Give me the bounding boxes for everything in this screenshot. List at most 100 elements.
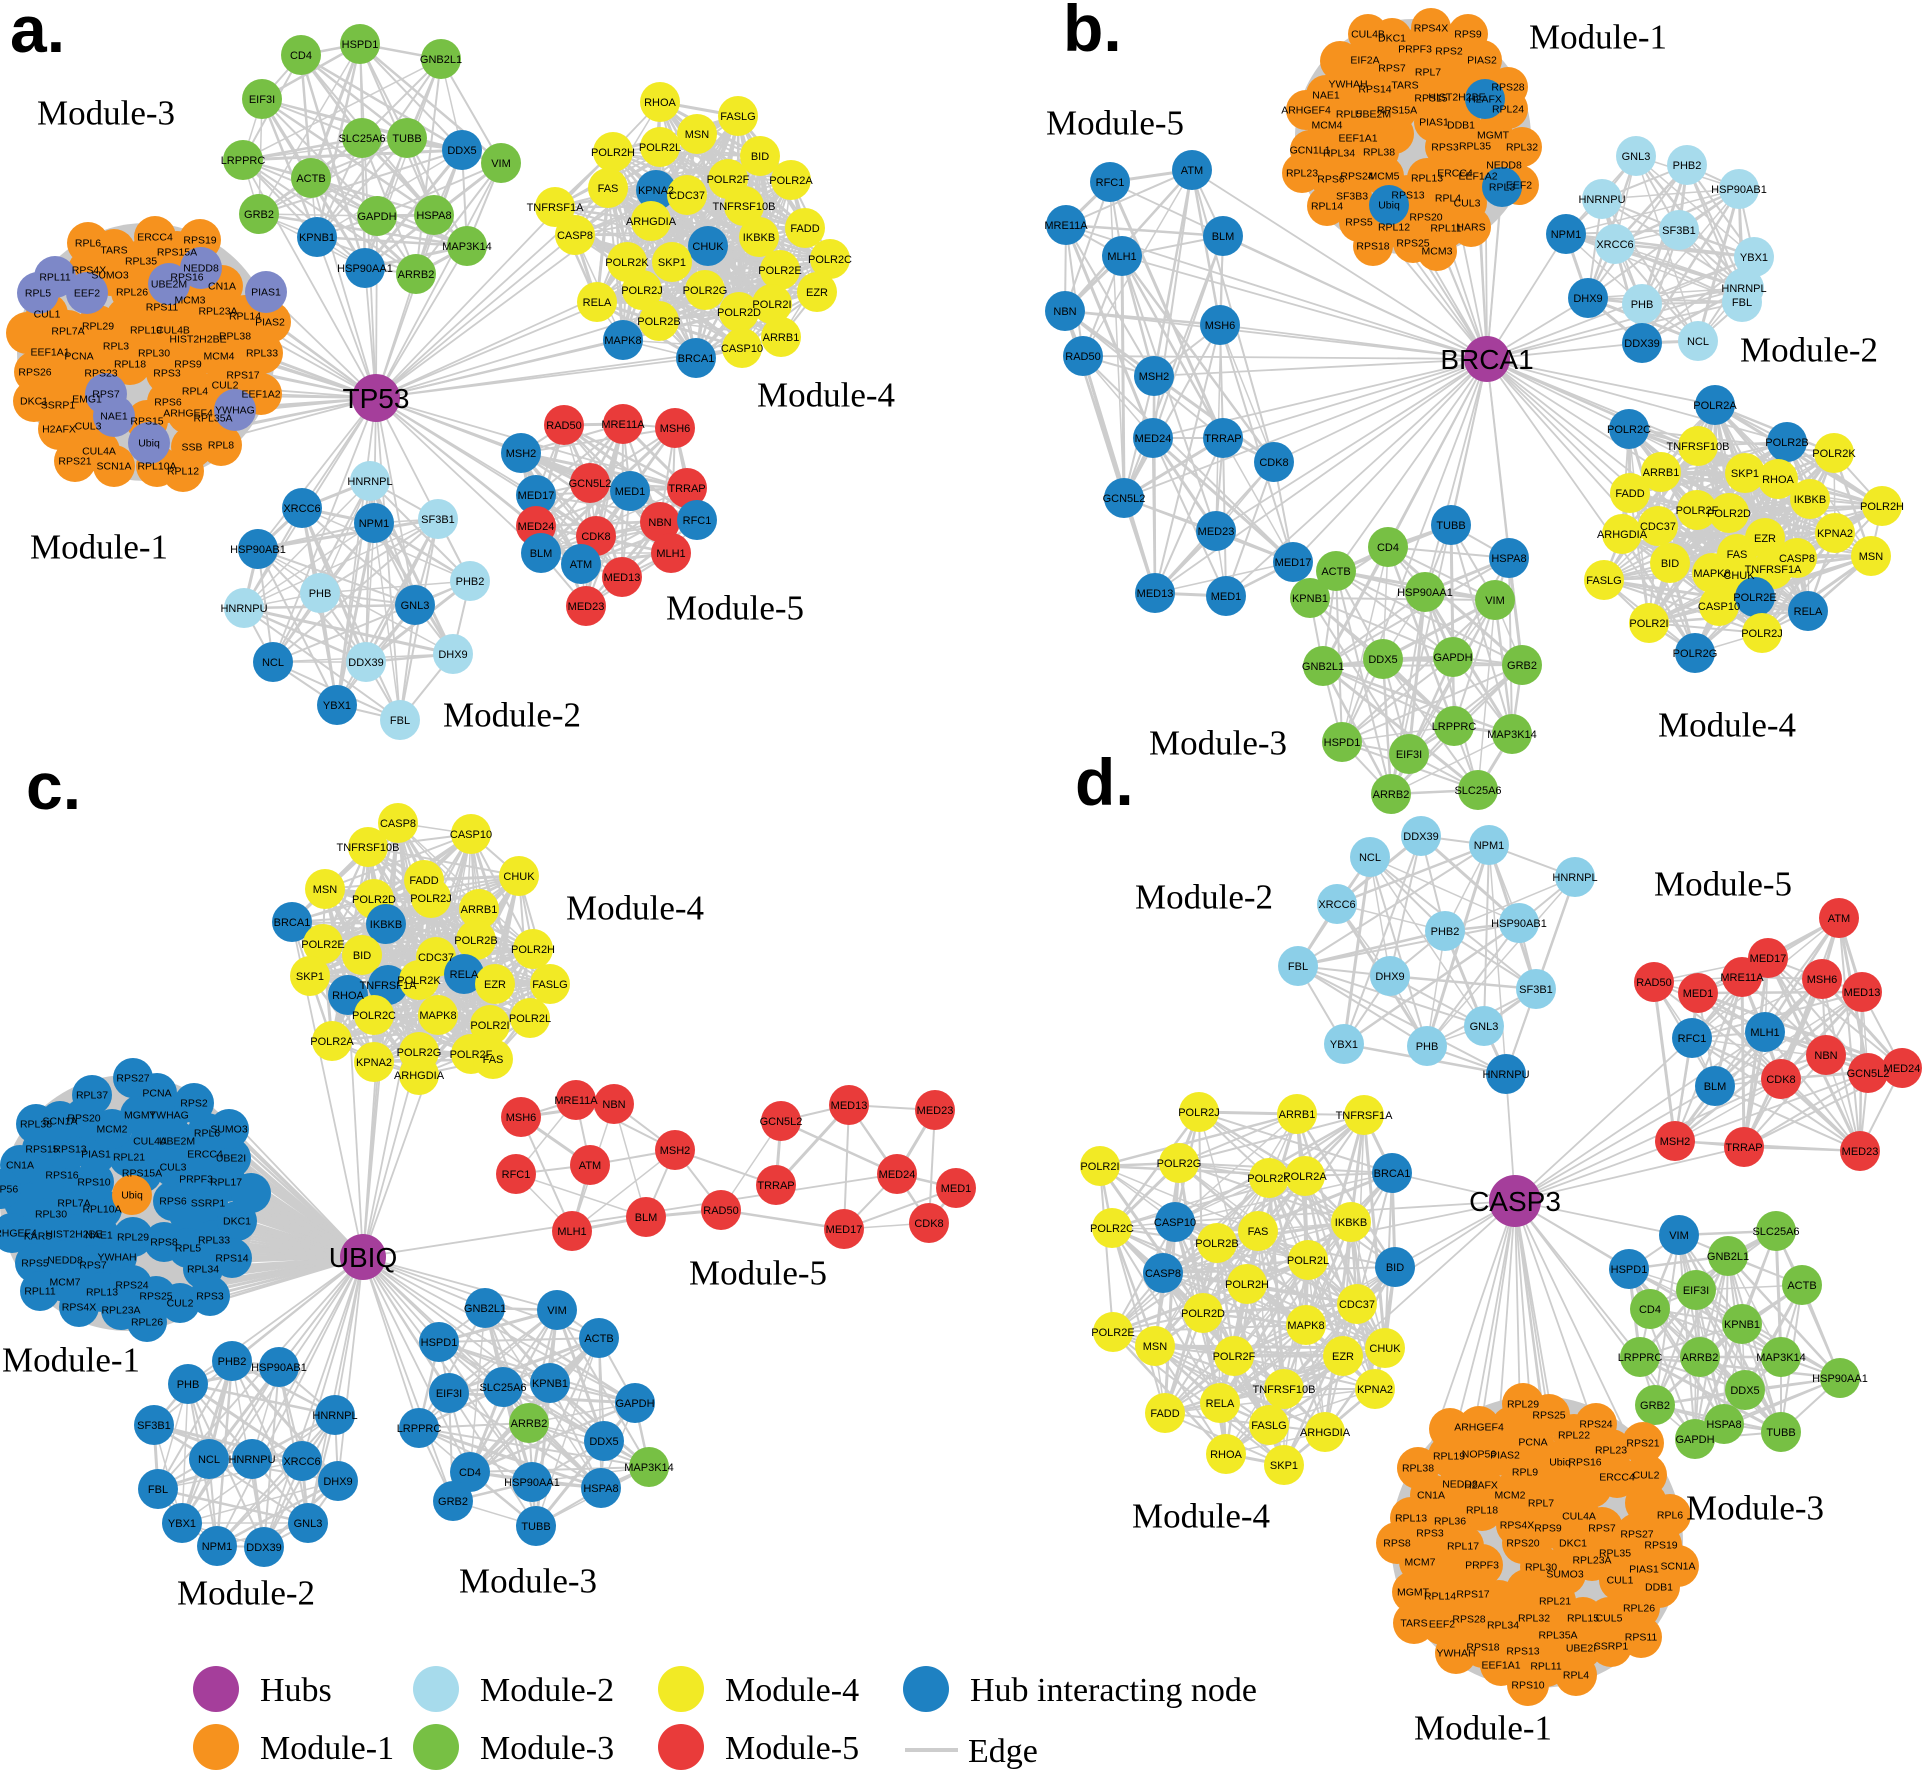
svg-text:RFC1: RFC1 xyxy=(502,1169,531,1181)
svg-text:RPS25: RPS25 xyxy=(139,1291,172,1303)
svg-text:RPS25: RPS25 xyxy=(1532,1410,1565,1422)
svg-text:NEDD8: NEDD8 xyxy=(1486,160,1522,172)
svg-text:MED23: MED23 xyxy=(568,601,605,613)
svg-text:GAPDH: GAPDH xyxy=(1433,652,1472,664)
svg-text:NAE1: NAE1 xyxy=(1312,90,1340,102)
svg-text:MSH6: MSH6 xyxy=(506,1112,537,1124)
svg-text:PIAS2: PIAS2 xyxy=(1467,55,1497,67)
svg-text:TRRAP: TRRAP xyxy=(1204,433,1241,445)
svg-text:HARS: HARS xyxy=(1456,222,1485,234)
svg-text:MED1: MED1 xyxy=(1211,591,1242,603)
svg-text:RPS21: RPS21 xyxy=(58,456,91,468)
svg-text:RPS20: RPS20 xyxy=(1409,212,1442,224)
svg-text:POLR2H: POLR2H xyxy=(511,944,555,956)
svg-text:RPS5: RPS5 xyxy=(21,1258,49,1270)
svg-text:TNFRSF10B: TNFRSF10B xyxy=(1253,1384,1316,1396)
svg-text:RPS4X: RPS4X xyxy=(62,1302,96,1314)
svg-text:GRB2: GRB2 xyxy=(1640,1400,1670,1412)
svg-text:RELA: RELA xyxy=(1206,1398,1235,1410)
svg-text:YWHAH: YWHAH xyxy=(1328,79,1367,91)
svg-text:RPS24: RPS24 xyxy=(1340,171,1373,183)
svg-text:RPL38: RPL38 xyxy=(219,331,251,343)
svg-text:MED24: MED24 xyxy=(1135,433,1172,445)
svg-text:PHB2: PHB2 xyxy=(1673,160,1702,172)
svg-text:POLR2I: POLR2I xyxy=(1629,618,1668,630)
svg-text:MED24: MED24 xyxy=(1884,1063,1921,1075)
svg-text:PRPF3: PRPF3 xyxy=(1398,44,1432,56)
svg-text:BID: BID xyxy=(1661,558,1679,570)
svg-text:NBN: NBN xyxy=(602,1099,625,1111)
svg-text:YWHAG: YWHAG xyxy=(149,1110,189,1122)
svg-text:CHUK: CHUK xyxy=(503,871,535,883)
svg-text:POLR2L: POLR2L xyxy=(639,142,681,154)
svg-text:RPL9: RPL9 xyxy=(1512,1467,1538,1479)
svg-text:PIAS1: PIAS1 xyxy=(1629,1564,1659,1576)
svg-text:Hubs: Hubs xyxy=(260,1672,332,1709)
svg-text:RPL33: RPL33 xyxy=(198,1235,230,1247)
svg-text:RPS28: RPS28 xyxy=(1452,1614,1485,1626)
svg-text:RPL8: RPL8 xyxy=(208,440,234,452)
svg-text:YWHAH: YWHAH xyxy=(97,1252,136,1264)
svg-text:Ubiq: Ubiq xyxy=(138,438,160,450)
svg-text:DHX9: DHX9 xyxy=(323,1476,352,1488)
svg-text:Module-3: Module-3 xyxy=(1149,723,1287,762)
svg-text:HSPD1: HSPD1 xyxy=(1611,1264,1648,1276)
svg-text:RPL37: RPL37 xyxy=(76,1090,108,1102)
svg-text:RPL34: RPL34 xyxy=(187,1264,219,1276)
svg-text:RPL33: RPL33 xyxy=(246,348,278,360)
svg-text:Module-4: Module-4 xyxy=(1132,1496,1270,1535)
svg-text:LRPPRC: LRPPRC xyxy=(1618,1352,1663,1364)
svg-text:RPS15: RPS15 xyxy=(1414,93,1447,105)
svg-text:TARS: TARS xyxy=(1391,80,1418,92)
svg-text:RPS4X: RPS4X xyxy=(1500,1520,1534,1532)
svg-text:HNRNPU: HNRNPU xyxy=(228,1454,275,1466)
svg-text:NBN: NBN xyxy=(1053,306,1076,318)
svg-text:SSRP1: SSRP1 xyxy=(41,400,76,412)
svg-text:GAPDH: GAPDH xyxy=(615,1398,654,1410)
svg-text:Module-5: Module-5 xyxy=(1654,864,1792,903)
svg-text:POLR2A: POLR2A xyxy=(1693,400,1737,412)
svg-text:RFC1: RFC1 xyxy=(683,515,712,527)
svg-text:RPL35A: RPL35A xyxy=(1538,1630,1577,1642)
svg-text:ERCC4: ERCC4 xyxy=(1437,168,1473,180)
svg-text:TUBB: TUBB xyxy=(1436,520,1465,532)
svg-text:HSP90AA1: HSP90AA1 xyxy=(337,263,393,275)
svg-text:GNL3: GNL3 xyxy=(294,1518,323,1530)
svg-text:RPS9: RPS9 xyxy=(1534,1523,1562,1535)
svg-text:KPNB1: KPNB1 xyxy=(1724,1319,1760,1331)
svg-text:PHB2: PHB2 xyxy=(218,1356,247,1368)
svg-text:MRE11A: MRE11A xyxy=(1044,220,1088,232)
svg-text:POLR2G: POLR2G xyxy=(1157,1158,1202,1170)
svg-text:RPL5: RPL5 xyxy=(25,288,51,300)
svg-text:DDX39: DDX39 xyxy=(1624,338,1659,350)
svg-text:PIAS1: PIAS1 xyxy=(251,287,281,299)
svg-text:CUL2: CUL2 xyxy=(1633,1470,1660,1482)
svg-text:EEF2: EEF2 xyxy=(1429,1619,1455,1631)
svg-text:RPS5: RPS5 xyxy=(1345,217,1373,229)
svg-text:SKP1: SKP1 xyxy=(658,257,686,269)
svg-text:CD4: CD4 xyxy=(1639,1304,1661,1316)
svg-text:POLR2E: POLR2E xyxy=(1091,1327,1134,1339)
svg-text:RPL11: RPL11 xyxy=(1530,1661,1561,1673)
svg-text:POLR2H: POLR2H xyxy=(1860,501,1904,513)
svg-text:TNFRSF1A: TNFRSF1A xyxy=(1745,564,1803,576)
svg-text:ACTB: ACTB xyxy=(584,1333,613,1345)
svg-text:RPL29: RPL29 xyxy=(117,1232,149,1244)
svg-text:CDK8: CDK8 xyxy=(581,531,610,543)
svg-text:UBE2M: UBE2M xyxy=(159,1136,195,1148)
svg-text:XRCC6: XRCC6 xyxy=(283,503,320,515)
svg-text:SF3B1: SF3B1 xyxy=(421,514,455,526)
svg-text:RPL30: RPL30 xyxy=(1525,1562,1557,1574)
svg-text:POLR2L: POLR2L xyxy=(509,1013,551,1025)
svg-text:XRCC6: XRCC6 xyxy=(1596,239,1633,251)
svg-text:MLH1: MLH1 xyxy=(1107,251,1136,263)
svg-text:RPS15A: RPS15A xyxy=(157,247,197,259)
svg-text:FAS: FAS xyxy=(1727,549,1748,561)
svg-text:MSH2: MSH2 xyxy=(1660,1136,1691,1148)
svg-text:ARRB1: ARRB1 xyxy=(763,332,800,344)
svg-text:Ubiq: Ubiq xyxy=(1549,1457,1571,1469)
svg-text:HSP90AB1: HSP90AB1 xyxy=(1711,184,1767,196)
svg-text:HNRNPL: HNRNPL xyxy=(312,1410,357,1422)
svg-text:CASP10: CASP10 xyxy=(450,829,492,841)
svg-text:FASLG: FASLG xyxy=(720,111,755,123)
